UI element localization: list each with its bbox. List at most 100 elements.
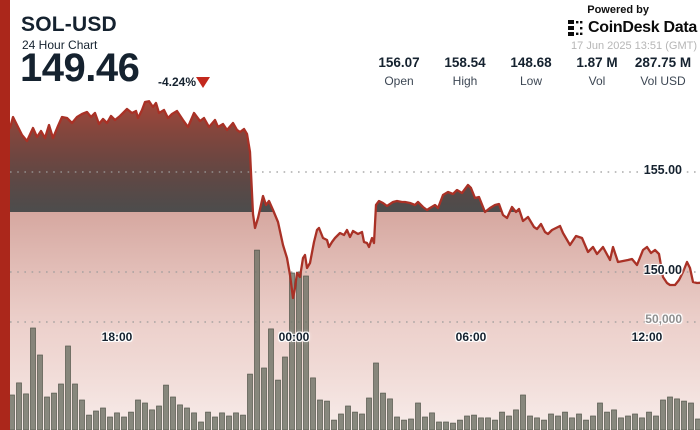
volume-bar [247, 373, 253, 430]
volume-bar [541, 419, 547, 430]
volume-bar [639, 417, 645, 430]
volume-bar [240, 414, 246, 430]
volume-bar [471, 414, 477, 430]
price-area-fill [10, 101, 700, 430]
volume-bar [198, 421, 204, 430]
volume-bar [303, 275, 309, 430]
volume-bar [128, 411, 134, 430]
stats-row: 156.07 Open 158.54 High 148.68 Low 1.87 … [366, 55, 696, 89]
volume-bar [604, 411, 610, 430]
volume-bar [23, 393, 29, 430]
volume-bar [597, 402, 603, 430]
volume-bar [72, 383, 78, 430]
volume-bar [121, 416, 127, 430]
volume-bar [394, 416, 400, 430]
volume-bar [646, 411, 652, 430]
volume-bar [632, 413, 638, 430]
volume-bar [380, 392, 386, 430]
stat-value: 1.87 M [576, 55, 618, 70]
volume-bar [135, 399, 141, 430]
accent-bar [0, 0, 10, 430]
volume-bar [415, 402, 421, 430]
volume-bar [555, 415, 561, 430]
volume-bar [275, 379, 281, 430]
stat-label: Vol USD [640, 74, 686, 88]
price-change: -4.24% [158, 75, 197, 89]
volume-bar [79, 399, 85, 430]
volume-bar [37, 354, 43, 430]
volume-bar [387, 398, 393, 430]
stat-label: Vol [588, 74, 606, 88]
volume-bar [527, 415, 533, 430]
volume-bar [695, 418, 700, 430]
volume-bar [254, 249, 260, 430]
coindesk-logo: CoinDesk Data [497, 19, 697, 37]
volume-bar [583, 419, 589, 430]
volume-bar [324, 400, 330, 430]
coindesk-logo-icon [567, 20, 583, 36]
volume-bar [478, 417, 484, 430]
stat-value: 156.07 [378, 55, 420, 70]
volume-bar [618, 417, 624, 430]
stat-value: 158.54 [444, 55, 486, 70]
stat-vol-usd: 287.75 M Vol USD [630, 55, 696, 89]
volume-bar [219, 412, 225, 430]
volume-bar [331, 419, 337, 430]
volume-bar [317, 399, 323, 430]
volume-bar [114, 412, 120, 430]
stat-label: High [452, 74, 478, 88]
volume-bar [93, 410, 99, 430]
volume-bar [576, 413, 582, 430]
volume-bar [653, 415, 659, 430]
volume-bar [9, 394, 15, 430]
volume-bar [58, 383, 64, 430]
branding-block: Powered by CoinDesk Data 17 Jun 2025 13:… [497, 4, 697, 52]
volume-bar [674, 398, 680, 430]
volume-bar [212, 416, 218, 430]
volume-bar [457, 419, 463, 430]
stat-vol: 1.87 M Vol [564, 55, 630, 89]
volume-bar [359, 413, 365, 430]
volume-bar [345, 405, 351, 430]
volume-bar [660, 399, 666, 430]
stat-label: Open [384, 74, 414, 88]
chart-subtitle: 24 Hour Chart [22, 38, 98, 52]
volume-bar [366, 397, 372, 430]
volume-bar [156, 405, 162, 430]
volume-bar [268, 328, 274, 430]
volume-bar [443, 421, 449, 430]
stat-low: 148.68 Low [498, 55, 564, 89]
volume-bar [282, 356, 288, 430]
volume-bar [170, 396, 176, 430]
symbol-title: SOL-USD [21, 13, 117, 36]
volume-bar [149, 409, 155, 430]
stat-open: 156.07 Open [366, 55, 432, 89]
volume-bar [492, 419, 498, 430]
volume-bar [65, 345, 71, 430]
volume-bar [163, 384, 169, 430]
volume-bar [464, 415, 470, 430]
volume-bar [611, 409, 617, 430]
volume-bar [450, 422, 456, 430]
volume-bar [520, 394, 526, 430]
volume-bar [590, 415, 596, 430]
volume-bar [352, 411, 358, 430]
volume-bar [296, 271, 302, 430]
volume-bar [289, 272, 295, 430]
down-triangle-icon [196, 77, 210, 88]
volume-bar [408, 418, 414, 430]
volume-bar [534, 417, 540, 430]
volume-bar [625, 415, 631, 430]
volume-bar [310, 377, 316, 430]
volume-bar [191, 412, 197, 430]
volume-bar [373, 362, 379, 430]
timestamp: 17 Jun 2025 13:51 (GMT) [571, 40, 697, 52]
current-price: 149.46 [20, 46, 140, 90]
volume-bar [401, 419, 407, 430]
volume-bar [100, 407, 106, 430]
volume-bar [338, 413, 344, 430]
volume-bar [142, 402, 148, 430]
volume-bar [667, 396, 673, 430]
volume-bar [688, 402, 694, 430]
